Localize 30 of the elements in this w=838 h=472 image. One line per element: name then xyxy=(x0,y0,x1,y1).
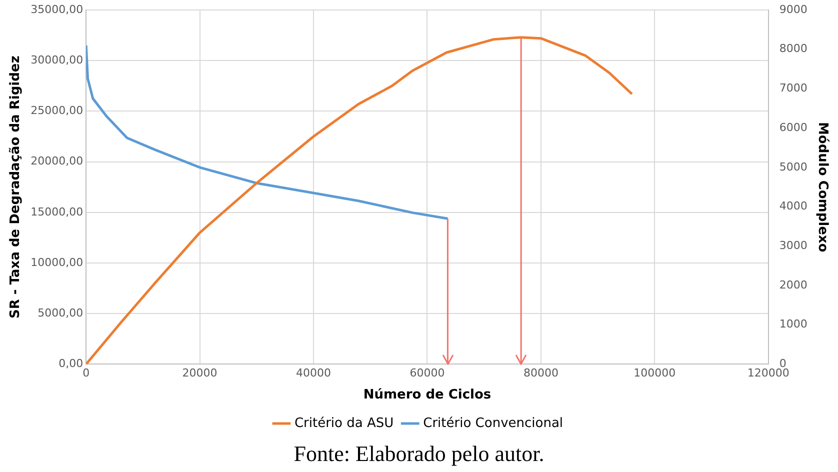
x-tick-label: 80000 xyxy=(523,366,558,380)
source-note: Fonte: Elaborado pelo autor. xyxy=(292,440,546,468)
y-tick-label: 10000,00 xyxy=(30,256,84,269)
y2-tick-label: 4000 xyxy=(779,200,808,213)
y-tick-label: 25000,00 xyxy=(30,104,84,118)
y2-axis-title: Módulo Complexo xyxy=(814,122,830,252)
x-tick-label: 120000 xyxy=(747,366,790,380)
y-tick-label: 30000,00 xyxy=(30,53,84,66)
x-tick-label: 40000 xyxy=(296,366,332,380)
y2-tick-label: 3000 xyxy=(779,238,808,252)
y-tick-label: 15000,00 xyxy=(30,205,84,218)
y-tick-label: 0,00 xyxy=(58,357,84,370)
legend-label: Critério Convencional xyxy=(423,416,564,431)
x-axis-title: Número de Ciclos xyxy=(363,388,492,403)
y-axis-title: SR - Taxa de Degradação da Rigidez xyxy=(8,56,24,318)
y-tick-label: 5000,00 xyxy=(38,306,84,320)
y2-tick-label: 2000 xyxy=(779,278,808,292)
y2-tick-label: 8000 xyxy=(779,42,808,56)
y2-tick-label: 7000 xyxy=(779,82,808,95)
y-tick-label: 35000,00 xyxy=(30,2,84,16)
y2-tick-label: 9000 xyxy=(779,2,808,16)
y2-tick-label: 5000 xyxy=(779,160,808,174)
x-tick-label: 0 xyxy=(82,366,90,380)
x-tick-label: 60000 xyxy=(410,366,445,380)
legend-label: Critério da ASU xyxy=(294,416,394,431)
y2-tick-label: 1000 xyxy=(779,318,808,331)
x-tick-label: 20000 xyxy=(182,366,218,380)
x-tick-label: 100000 xyxy=(634,366,676,380)
y2-tick-label: 6000 xyxy=(779,120,808,134)
y-tick-label: 20000,00 xyxy=(30,154,84,168)
